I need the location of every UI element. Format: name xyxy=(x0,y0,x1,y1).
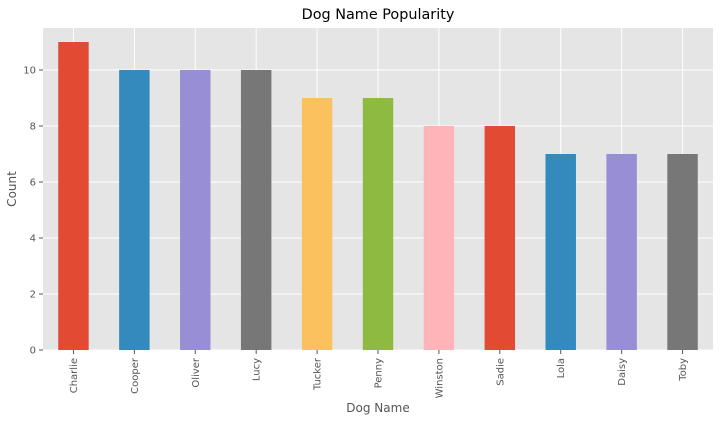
y-tick-label: 0 xyxy=(30,346,36,357)
x-tick-label: Toby xyxy=(678,358,689,382)
y-tick-label: 4 xyxy=(30,234,36,245)
x-tick-label: Lucy xyxy=(252,358,263,381)
bar-sadie xyxy=(484,126,516,350)
bar-charlie xyxy=(58,42,89,350)
y-tick-label: 10 xyxy=(23,66,36,77)
x-tick-label: Charlie xyxy=(69,358,80,393)
y-tick-label: 8 xyxy=(30,122,36,133)
x-tick-label: Lola xyxy=(556,358,567,378)
x-tick-label: Cooper xyxy=(130,357,141,394)
bar-oliver xyxy=(180,70,211,350)
x-tick-label: Winston xyxy=(434,358,445,398)
bar-toby xyxy=(667,154,698,350)
y-axis-label: Count xyxy=(5,171,19,207)
x-axis-label: Dog Name xyxy=(346,401,409,415)
x-tick-label: Penny xyxy=(374,358,385,389)
bar-cooper xyxy=(119,70,150,350)
x-axis-ticks: Charlie Cooper Oliver Lucy Tucker Penny Winsto… xyxy=(69,350,689,398)
x-tick-label: Tucker xyxy=(313,357,324,391)
y-tick-label: 6 xyxy=(30,178,36,189)
bar-lucy xyxy=(240,70,272,350)
bar-tucker xyxy=(301,98,333,350)
x-tick-label: Daisy xyxy=(617,358,628,386)
y-tick-label: 2 xyxy=(30,290,36,301)
bar-lola xyxy=(545,154,576,350)
x-tick-label: Oliver xyxy=(191,357,202,387)
bar-penny xyxy=(362,98,394,350)
y-axis-ticks: 0 2 4 6 8 10 xyxy=(23,66,43,357)
bars xyxy=(58,42,698,350)
bar-daisy xyxy=(606,154,637,350)
bar-winston xyxy=(423,126,455,350)
x-tick-label: Sadie xyxy=(495,358,506,386)
chart-title: Dog Name Popularity xyxy=(302,7,455,23)
